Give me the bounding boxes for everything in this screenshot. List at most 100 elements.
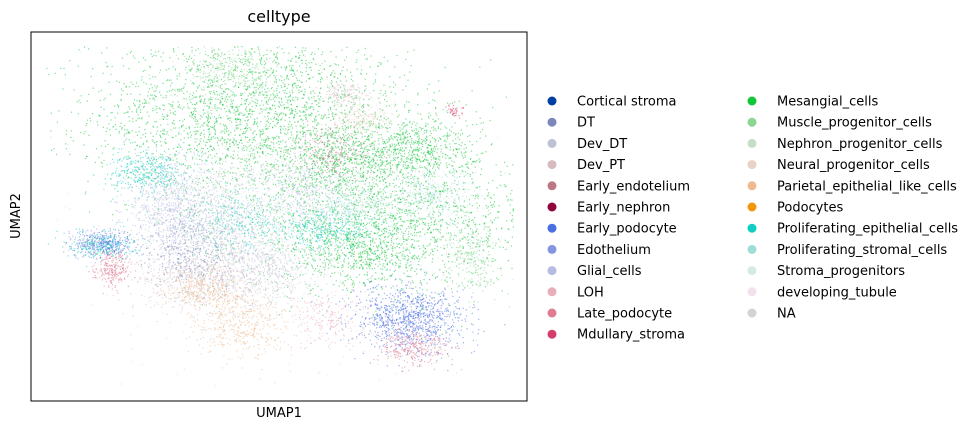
scatter-point [260, 108, 261, 109]
scatter-point [235, 114, 236, 115]
scatter-point [230, 156, 231, 157]
scatter-point [291, 58, 292, 59]
scatter-point [472, 205, 473, 206]
scatter-point [384, 99, 385, 100]
scatter-point [422, 219, 423, 220]
scatter-point [393, 87, 394, 88]
scatter-point [441, 149, 442, 150]
scatter-point [422, 289, 423, 290]
scatter-point [376, 289, 377, 290]
scatter-point [312, 202, 313, 203]
scatter-point [406, 244, 407, 245]
scatter-point [297, 80, 298, 81]
scatter-point [475, 196, 476, 197]
scatter-point [174, 90, 175, 91]
scatter-point [497, 212, 498, 213]
scatter-point [93, 174, 94, 175]
scatter-point [408, 210, 409, 211]
scatter-point [493, 282, 494, 283]
scatter-point [208, 98, 209, 99]
scatter-point [234, 130, 235, 131]
scatter-point [375, 153, 376, 154]
scatter-point [418, 240, 419, 241]
scatter-point [312, 103, 313, 104]
scatter-point [275, 77, 276, 78]
scatter-point [332, 116, 333, 117]
scatter-point [204, 89, 205, 90]
scatter-point [408, 152, 409, 153]
scatter-point [203, 134, 204, 135]
scatter-point [416, 206, 417, 207]
scatter-point [363, 151, 364, 152]
scatter-point [270, 119, 271, 120]
scatter-point [276, 119, 277, 120]
scatter-point [370, 201, 371, 202]
scatter-point [348, 133, 349, 134]
scatter-point [122, 90, 123, 91]
scatter-point [360, 159, 361, 160]
scatter-point [469, 135, 470, 136]
scatter-point [318, 296, 319, 297]
scatter-point [367, 215, 368, 216]
scatter-point [162, 60, 163, 61]
scatter-point [268, 203, 269, 204]
scatter-point [428, 216, 429, 217]
scatter-point [435, 128, 436, 129]
scatter-point [93, 88, 94, 89]
scatter-point [331, 83, 332, 84]
scatter-point [423, 203, 424, 204]
scatter-point [150, 133, 151, 134]
scatter-point [418, 131, 419, 132]
scatter-point [308, 74, 309, 75]
scatter-point [465, 155, 466, 156]
scatter-point [388, 249, 389, 250]
scatter-point [404, 156, 405, 157]
scatter-point [451, 126, 452, 127]
scatter-point [276, 93, 277, 94]
scatter-point [189, 128, 190, 129]
scatter-point [140, 94, 141, 95]
scatter-point [378, 148, 379, 149]
scatter-point [471, 163, 472, 164]
scatter-point [113, 126, 114, 127]
scatter-point [476, 111, 477, 112]
scatter-point [162, 83, 163, 84]
scatter-point [261, 109, 262, 110]
scatter-point [306, 102, 307, 103]
scatter-point [338, 247, 339, 248]
scatter-point [129, 139, 130, 140]
scatter-point [372, 187, 373, 188]
scatter-point [434, 138, 435, 139]
scatter-point [278, 101, 279, 102]
scatter-point [128, 68, 129, 69]
scatter-point [172, 104, 173, 105]
scatter-point [249, 113, 250, 114]
scatter-point [240, 124, 241, 125]
scatter-point [425, 156, 426, 157]
scatter-point [229, 199, 230, 200]
scatter-point [193, 97, 194, 98]
scatter-point [446, 271, 447, 272]
scatter-point [378, 144, 379, 145]
scatter-point [364, 199, 365, 200]
scatter-point [387, 149, 388, 150]
scatter-point [415, 128, 416, 129]
scatter-point [478, 233, 479, 234]
scatter-point [136, 82, 137, 83]
scatter-point [369, 144, 370, 145]
scatter-point [267, 232, 268, 233]
scatter-point [431, 174, 432, 175]
scatter-point [215, 122, 216, 123]
scatter-point [274, 165, 275, 166]
scatter-point [208, 114, 209, 115]
scatter-point [173, 51, 174, 52]
scatter-point [367, 206, 368, 207]
scatter-point [310, 135, 311, 136]
scatter-point [394, 66, 395, 67]
scatter-point [344, 158, 345, 159]
scatter-point [431, 133, 432, 134]
scatter-point [250, 129, 251, 130]
scatter-point [433, 185, 434, 186]
scatter-point [407, 276, 408, 277]
scatter-point [430, 243, 431, 244]
